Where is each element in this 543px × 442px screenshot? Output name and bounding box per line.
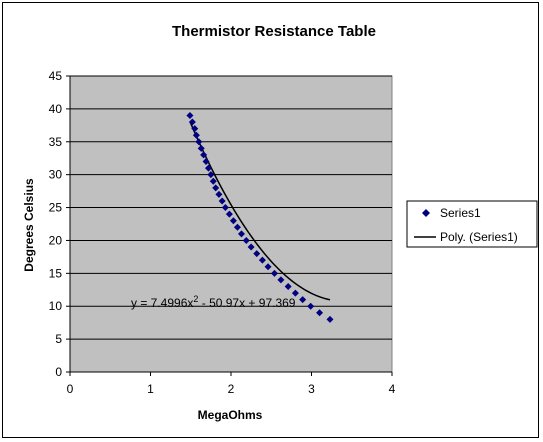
legend: Series1 Poly. (Series1): [406, 200, 538, 248]
data-point: [247, 243, 255, 251]
y-tick-label: 20: [49, 233, 63, 247]
y-axis-ticks: 0 5 10 15 20 25 30 35 40 45: [49, 69, 71, 379]
y-tick-label: 45: [49, 69, 63, 83]
data-point: [242, 236, 250, 244]
data-point: [299, 296, 307, 304]
trendline-equation: y = 7.4996x2 - 50.97x + 97.369: [131, 294, 296, 310]
plot-area: [69, 75, 393, 373]
data-point: [218, 197, 226, 205]
x-tick-label: 2: [228, 382, 235, 396]
chart-svg: Thermistor Resistance Table 051015202530…: [22, 23, 538, 422]
data-point: [237, 230, 245, 238]
data-point: [215, 190, 223, 198]
data-point: [229, 217, 237, 225]
data-point: [277, 276, 285, 284]
data-point: [270, 269, 278, 277]
data-point: [264, 263, 272, 271]
y-axis-title: Degrees Celsius: [22, 178, 36, 272]
legend-label-trendline: Poly. (Series1): [440, 230, 518, 244]
data-point: [188, 118, 196, 126]
data-points: [186, 111, 334, 323]
data-point: [200, 151, 208, 159]
data-point: [291, 289, 299, 297]
data-point: [202, 158, 210, 166]
y-tick-label: 40: [49, 102, 63, 116]
x-tick-label: 3: [308, 382, 315, 396]
x-axis-ticks: 0 1 2 3 4: [67, 371, 396, 396]
legend-marker-series1: [422, 209, 430, 217]
y-tick-label: 0: [55, 365, 62, 379]
data-point: [204, 164, 212, 172]
data-point: [197, 144, 205, 152]
data-point: [326, 315, 334, 323]
data-point: [284, 282, 292, 290]
y-tick-label: 30: [49, 168, 63, 182]
chart-frame: Thermistor Resistance Table 0 5 10 15 20 25 30…: [2, 2, 539, 438]
data-point: [258, 256, 266, 264]
legend-box: [406, 200, 538, 248]
data-point: [191, 125, 199, 133]
data-point: [225, 210, 233, 218]
y-tick-label: 25: [49, 201, 63, 215]
data-point: [207, 171, 215, 179]
y-tick-label: 5: [55, 332, 62, 346]
data-point: [186, 111, 194, 119]
y-tick-label: 10: [49, 299, 63, 313]
data-point: [316, 309, 324, 317]
data-point: [209, 177, 217, 185]
grid-lines: [70, 75, 392, 340]
data-point: [195, 138, 203, 146]
legend-label-series1: Series1: [440, 206, 481, 220]
y-tick-label: 15: [49, 266, 63, 280]
x-tick-label: 4: [389, 382, 396, 396]
chart-title: Thermistor Resistance Table: [172, 23, 376, 40]
x-axis-title: MegaOhms: [198, 408, 263, 422]
data-point: [192, 131, 200, 139]
data-point: [307, 302, 315, 310]
trendline: [189, 121, 331, 301]
x-tick-label: 0: [67, 382, 74, 396]
x-tick-label: 1: [147, 382, 154, 396]
y-tick-label: 35: [49, 135, 63, 149]
data-point: [221, 204, 229, 212]
data-point: [233, 223, 241, 231]
data-point: [212, 184, 220, 192]
data-point: [253, 250, 261, 258]
